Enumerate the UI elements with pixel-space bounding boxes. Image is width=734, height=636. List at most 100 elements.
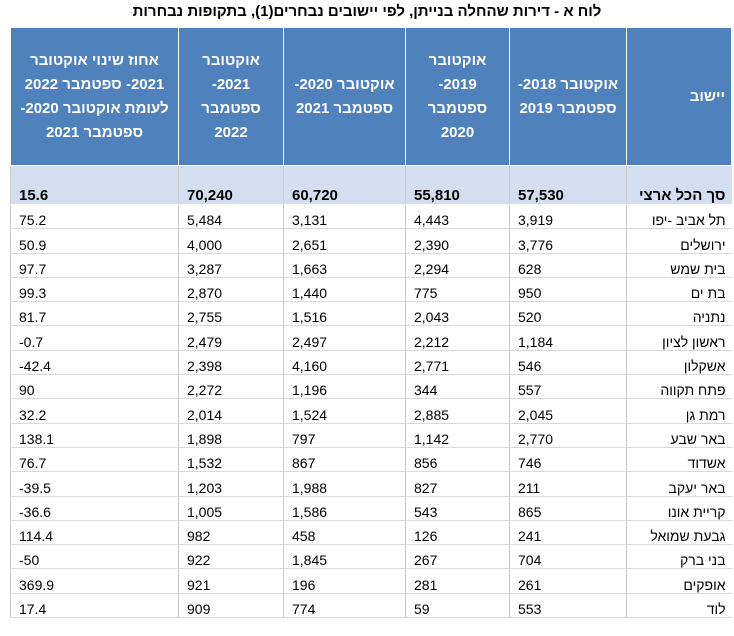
settlement-name: נתניה bbox=[626, 301, 732, 327]
value-2019-2020: 543 bbox=[405, 496, 510, 521]
value-2021-2022: 1,203 bbox=[178, 471, 284, 497]
table-row: לוד 553 59 774 909 17.4 bbox=[10, 593, 732, 619]
percent-change: 369.9 bbox=[10, 568, 179, 594]
percent-change: 90 bbox=[10, 374, 179, 400]
value-2020-2021: 458 bbox=[283, 520, 406, 546]
column-header-percent-change: אחוז שינוי אוקטובר 2021- ספטמבר 2022 לעו… bbox=[10, 27, 179, 166]
column-header-period-2020-2021: אוקטובר 2020- ספטמבר 2021 bbox=[283, 27, 406, 166]
settlement-name: ירושלים bbox=[626, 228, 732, 254]
value-2019-2020: 2,294 bbox=[405, 253, 510, 278]
value-2018-2019: 704 bbox=[509, 544, 627, 570]
total-p4: 70,240 bbox=[178, 165, 284, 205]
settlement-name: אשדוד bbox=[626, 447, 732, 473]
value-2020-2021: 3,131 bbox=[283, 204, 406, 230]
percent-change: -50 bbox=[10, 544, 179, 570]
total-row: סך הכל ארצי 57,530 55,810 60,720 70,240 … bbox=[10, 165, 732, 205]
value-2018-2019: 261 bbox=[509, 568, 627, 594]
value-2021-2022: 2,870 bbox=[178, 277, 284, 303]
settlement-name: תל אביב -יפו bbox=[626, 204, 732, 230]
total-change: 15.6 bbox=[10, 165, 179, 205]
value-2018-2019: 3,919 bbox=[509, 204, 627, 230]
header-row: יישוב אוקטובר 2018- ספטמבר 2019 אוקטובר … bbox=[10, 27, 732, 166]
percent-change: 99.3 bbox=[10, 277, 179, 303]
value-2021-2022: 921 bbox=[178, 568, 284, 594]
settlement-name: באר שבע bbox=[626, 423, 732, 448]
percent-change: 75.2 bbox=[10, 204, 179, 230]
value-2021-2022: 5,484 bbox=[178, 204, 284, 230]
value-2020-2021: 1,196 bbox=[283, 374, 406, 400]
column-header-period-2019-2020: אוקטובר 2019- ספטמבר 2020 bbox=[405, 27, 510, 166]
value-2020-2021: 1,845 bbox=[283, 544, 406, 570]
value-2018-2019: 1,184 bbox=[509, 325, 627, 351]
value-2020-2021: 2,497 bbox=[283, 325, 406, 351]
table-row: אשדוד 746 856 867 1,532 76.7 bbox=[10, 447, 732, 473]
value-2019-2020: 281 bbox=[405, 568, 510, 594]
value-2018-2019: 2,770 bbox=[509, 423, 627, 448]
table-row: אשקלון 546 2,771 4,160 2,398 -42.4 bbox=[10, 350, 732, 376]
settlement-name: ראשון לציון bbox=[626, 325, 732, 351]
table-row: פתח תקווה 557 344 1,196 2,272 90 bbox=[10, 374, 732, 400]
percent-change: -36.6 bbox=[10, 496, 179, 521]
value-2020-2021: 1,586 bbox=[283, 496, 406, 521]
value-2020-2021: 1,988 bbox=[283, 471, 406, 497]
column-header-period-2018-2019: אוקטובר 2018- ספטמבר 2019 bbox=[509, 27, 627, 166]
value-2018-2019: 3,776 bbox=[509, 228, 627, 254]
value-2020-2021: 4,160 bbox=[283, 350, 406, 376]
value-2019-2020: 1,142 bbox=[405, 423, 510, 448]
column-header-settlement: יישוב bbox=[626, 27, 732, 166]
value-2018-2019: 557 bbox=[509, 374, 627, 400]
value-2021-2022: 2,755 bbox=[178, 301, 284, 327]
settlement-name: באר יעקב bbox=[626, 471, 732, 497]
value-2021-2022: 1,005 bbox=[178, 496, 284, 521]
settlement-name: גבעת שמואל bbox=[626, 520, 732, 546]
table-row: תל אביב -יפו 3,919 4,443 3,131 5,484 75.2 bbox=[10, 204, 732, 230]
settlement-name: בת ים bbox=[626, 277, 732, 303]
value-2021-2022: 909 bbox=[178, 593, 284, 619]
value-2020-2021: 1,524 bbox=[283, 398, 406, 424]
value-2020-2021: 867 bbox=[283, 447, 406, 473]
total-p3: 60,720 bbox=[283, 165, 406, 205]
table-row: נתניה 520 2,043 1,516 2,755 81.7 bbox=[10, 301, 732, 327]
value-2021-2022: 1,898 bbox=[178, 423, 284, 448]
value-2018-2019: 2,045 bbox=[509, 398, 627, 424]
value-2018-2019: 746 bbox=[509, 447, 627, 473]
value-2018-2019: 520 bbox=[509, 301, 627, 327]
value-2020-2021: 1,663 bbox=[283, 253, 406, 278]
value-2021-2022: 2,272 bbox=[178, 374, 284, 400]
value-2019-2020: 4,443 bbox=[405, 204, 510, 230]
settlement-name: רמת גן bbox=[626, 398, 732, 424]
settlement-name: פתח תקווה bbox=[626, 374, 732, 400]
table-row: באר שבע 2,770 1,142 797 1,898 138.1 bbox=[10, 423, 732, 448]
value-2019-2020: 856 bbox=[405, 447, 510, 473]
table-row: קריית אונו 865 543 1,586 1,005 -36.6 bbox=[10, 496, 732, 521]
percent-change: 97.7 bbox=[10, 253, 179, 278]
value-2021-2022: 2,014 bbox=[178, 398, 284, 424]
value-2020-2021: 774 bbox=[283, 593, 406, 619]
table-row: באר יעקב 211 827 1,988 1,203 -39.5 bbox=[10, 471, 732, 497]
value-2020-2021: 1,516 bbox=[283, 301, 406, 327]
percent-change: -39.5 bbox=[10, 471, 179, 497]
table-row: ירושלים 3,776 2,390 2,651 4,000 50.9 bbox=[10, 228, 732, 254]
percent-change: 114.4 bbox=[10, 520, 179, 546]
value-2021-2022: 2,479 bbox=[178, 325, 284, 351]
percent-change: -42.4 bbox=[10, 350, 179, 376]
value-2021-2022: 3,287 bbox=[178, 253, 284, 278]
settlement-name: אופקים bbox=[626, 568, 732, 594]
value-2019-2020: 126 bbox=[405, 520, 510, 546]
table-row: אופקים 261 281 196 921 369.9 bbox=[10, 568, 732, 594]
percent-change: 17.4 bbox=[10, 593, 179, 619]
value-2018-2019: 211 bbox=[509, 471, 627, 497]
value-2019-2020: 344 bbox=[405, 374, 510, 400]
value-2021-2022: 922 bbox=[178, 544, 284, 570]
value-2019-2020: 2,771 bbox=[405, 350, 510, 376]
value-2019-2020: 2,885 bbox=[405, 398, 510, 424]
value-2020-2021: 196 bbox=[283, 568, 406, 594]
value-2018-2019: 950 bbox=[509, 277, 627, 303]
value-2019-2020: 2,212 bbox=[405, 325, 510, 351]
table-row: רמת גן 2,045 2,885 1,524 2,014 32.2 bbox=[10, 398, 732, 424]
settlement-name: בני ברק bbox=[626, 544, 732, 570]
value-2018-2019: 241 bbox=[509, 520, 627, 546]
value-2020-2021: 797 bbox=[283, 423, 406, 448]
settlement-name: לוד bbox=[626, 593, 732, 619]
table-row: גבעת שמואל 241 126 458 982 114.4 bbox=[10, 520, 732, 546]
